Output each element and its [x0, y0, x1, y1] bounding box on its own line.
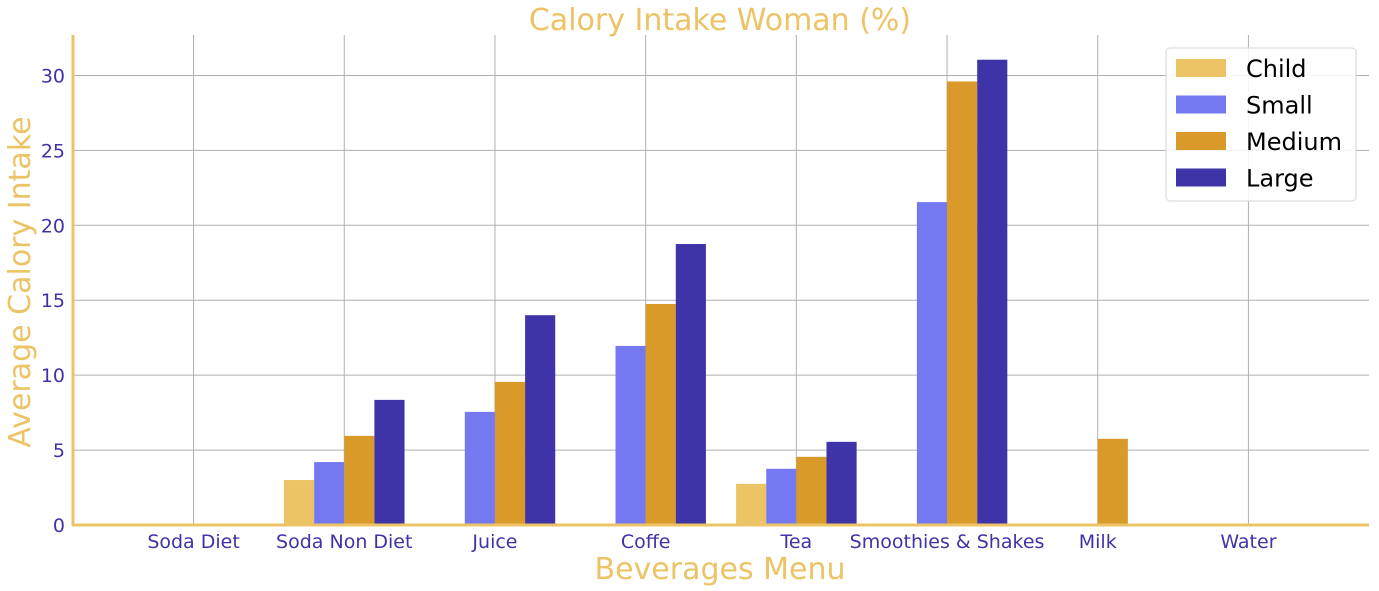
legend-frame	[1165, 47, 1357, 202]
chart-title: Calory Intake Woman (%)	[529, 3, 911, 38]
y-tick-label: 25	[41, 140, 65, 162]
legend-label-large: Large	[1246, 165, 1314, 193]
bar-large-4	[826, 441, 857, 525]
y-axis-label: Average Calory Intake	[3, 116, 38, 447]
bar-medium-3	[645, 303, 676, 525]
y-tick-label: 5	[53, 440, 65, 462]
bar-child-1	[283, 480, 315, 525]
bar-medium-2	[494, 381, 526, 525]
bar-large-5	[977, 59, 1008, 526]
bar-small-1	[314, 462, 345, 525]
bar-medium-5	[947, 81, 978, 525]
legend-swatch-large	[1176, 168, 1226, 187]
bars-group	[283, 59, 1128, 526]
bar-small-4	[766, 468, 797, 525]
bar-large-1	[374, 399, 405, 525]
x-ticks: Soda Diet Soda Non Diet Juice Coffe Tea Smoot…	[147, 531, 1276, 553]
bar-small-2	[464, 411, 495, 525]
x-axis-label: Beverages Menu	[594, 552, 845, 587]
legend: Child Small Medium Large	[1165, 47, 1357, 202]
bar-child-4	[736, 483, 767, 525]
x-tick-label: Coffe	[621, 531, 671, 553]
y-tick-label: 30	[41, 65, 65, 87]
y-ticks: 0 5 10 15 20 25 30	[41, 65, 65, 537]
bar-medium-6	[1097, 438, 1128, 525]
y-tick-label: 15	[41, 290, 65, 312]
legend-swatch-child	[1176, 59, 1226, 77]
x-tick-label: Soda Non Diet	[276, 531, 412, 553]
x-tick-label: Water	[1220, 531, 1276, 553]
x-tick-label: Tea	[779, 531, 812, 553]
axis-spines	[71, 35, 1369, 527]
bar-small-5	[916, 202, 948, 525]
legend-swatch-small	[1176, 95, 1226, 114]
legend-label-small: Small	[1246, 92, 1313, 120]
bar-medium-4	[796, 456, 827, 525]
y-tick-label: 20	[41, 215, 65, 237]
x-tick-label: Smoothies & Shakes	[850, 531, 1045, 553]
y-tick-label: 0	[53, 515, 65, 537]
x-tick-label: Soda Diet	[147, 531, 239, 553]
x-tick-label: Milk	[1079, 531, 1117, 553]
legend-label-medium: Medium	[1246, 128, 1342, 156]
bar-small-3	[615, 345, 646, 525]
legend-swatch-medium	[1176, 132, 1226, 150]
bar-large-3	[675, 244, 706, 526]
y-tick-label: 10	[41, 365, 65, 387]
bar-medium-1	[344, 435, 375, 525]
legend-label-child: Child	[1246, 55, 1307, 83]
bar-large-2	[525, 315, 556, 525]
x-tick-label: Juice	[471, 531, 517, 553]
